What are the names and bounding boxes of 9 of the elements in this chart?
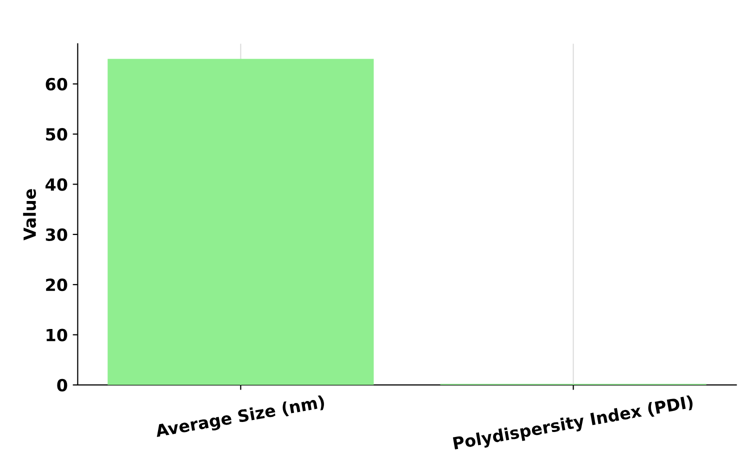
x-tick-label: Average Size (nm) (154, 394, 326, 441)
y-tick-label: 0 (57, 378, 68, 392)
y-tick-label: 20 (46, 278, 68, 292)
y-tick-label: 50 (46, 128, 68, 141)
y-axis-title: Value (23, 189, 36, 240)
y-tick-label: 30 (46, 228, 68, 241)
y-tick-label: 60 (46, 78, 68, 90)
y-tick-label: 40 (46, 178, 68, 191)
y-tick-label: 10 (46, 328, 68, 342)
